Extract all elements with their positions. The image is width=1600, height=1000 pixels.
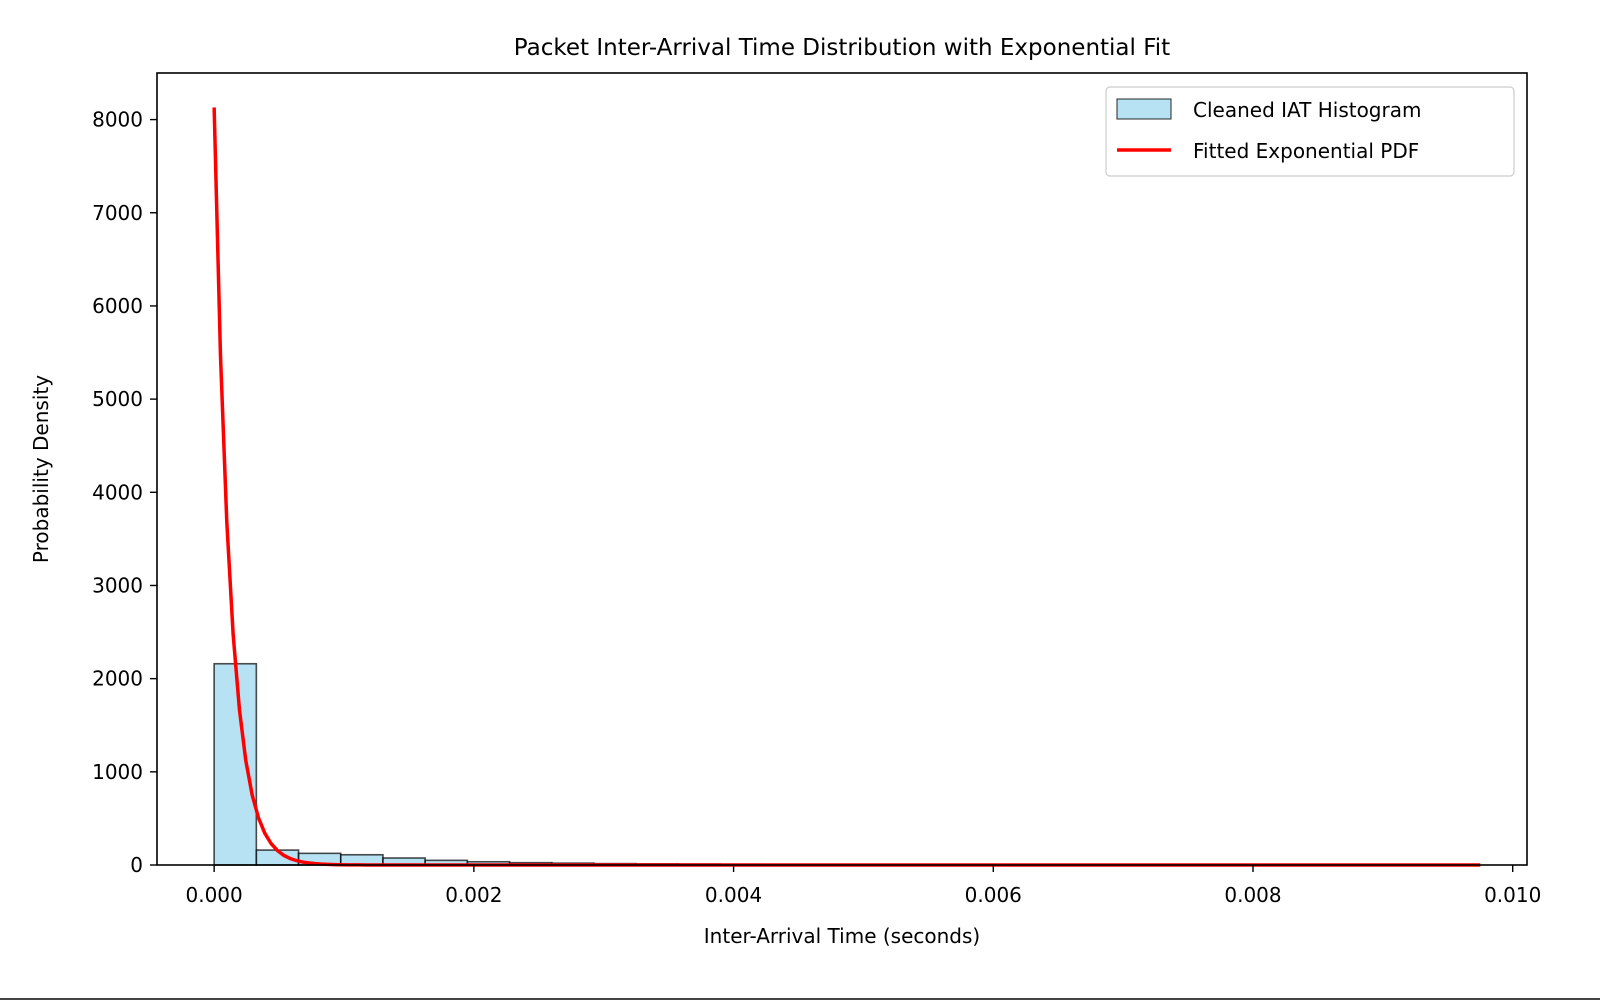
fitted-exponential-line [212, 107, 1481, 867]
x-axis-label: Inter-Arrival Time (seconds) [704, 924, 980, 948]
y-axis-label: Probability Density [29, 375, 53, 563]
x-tick-label: 0.006 [965, 883, 1022, 907]
x-tick-label: 0.010 [1484, 883, 1541, 907]
x-axis-ticks: 0.000 0.002 0.004 0.006 0.008 0.010 [186, 865, 1541, 907]
y-tick-label: 6000 [92, 294, 143, 318]
plot-frame [156, 72, 1528, 866]
chart-title: Packet Inter-Arrival Time Distribution w… [514, 35, 1170, 61]
legend-label-fit: Fitted Exponential PDF [1193, 139, 1419, 163]
x-tick-label: 0.000 [186, 883, 243, 907]
legend-swatch-histogram [1116, 98, 1172, 120]
window-bottom-border [0, 998, 1600, 1000]
y-tick-label: 4000 [92, 480, 143, 504]
y-tick-label: 1000 [92, 760, 143, 784]
legend: Cleaned IAT Histogram Fitted Exponential… [1105, 86, 1515, 177]
histogram-bar [213, 662, 258, 866]
y-tick-label: 0 [130, 853, 143, 877]
y-axis-ticks: 0 1000 2000 3000 4000 5000 6000 7000 8000 [92, 108, 157, 877]
x-tick-label: 0.008 [1224, 883, 1281, 907]
fit-line-group [212, 107, 1481, 867]
y-tick-label: 5000 [92, 387, 143, 411]
y-tick-label: 2000 [92, 667, 143, 691]
y-tick-label: 7000 [92, 201, 143, 225]
y-tick-label: 8000 [92, 108, 143, 132]
histogram-bars [213, 662, 848, 866]
legend-box [1105, 86, 1515, 177]
legend-label-histogram: Cleaned IAT Histogram [1193, 98, 1421, 122]
y-tick-label: 3000 [92, 573, 143, 597]
x-tick-label: 0.002 [445, 883, 502, 907]
x-tick-label: 0.004 [705, 883, 762, 907]
